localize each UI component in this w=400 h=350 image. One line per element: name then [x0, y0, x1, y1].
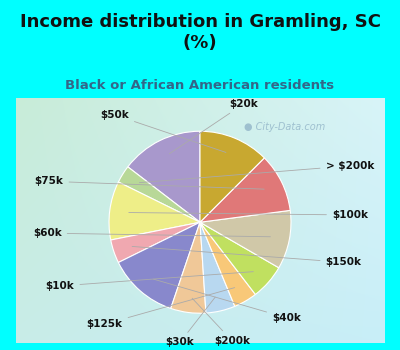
Text: Income distribution in Gramling, SC
(%): Income distribution in Gramling, SC (%) — [20, 13, 380, 52]
Text: $100k: $100k — [129, 210, 368, 220]
Text: $125k: $125k — [87, 288, 235, 329]
Text: $20k: $20k — [169, 99, 258, 154]
Wedge shape — [200, 222, 255, 306]
Wedge shape — [171, 222, 206, 313]
Text: > $200k: > $200k — [140, 161, 374, 183]
Wedge shape — [200, 222, 235, 313]
Text: $50k: $50k — [100, 110, 226, 152]
Text: $60k: $60k — [33, 228, 270, 238]
Text: $150k: $150k — [132, 246, 362, 267]
Wedge shape — [118, 167, 200, 222]
Text: Black or African American residents: Black or African American residents — [66, 79, 334, 92]
Wedge shape — [111, 222, 200, 262]
Wedge shape — [118, 222, 200, 308]
Text: $200k: $200k — [192, 298, 250, 345]
Wedge shape — [200, 210, 291, 268]
Wedge shape — [200, 131, 264, 222]
Wedge shape — [200, 158, 290, 222]
Text: $40k: $40k — [154, 279, 301, 323]
Text: $10k: $10k — [46, 272, 253, 291]
Wedge shape — [109, 182, 200, 240]
Wedge shape — [200, 222, 279, 294]
Text: $75k: $75k — [35, 176, 264, 189]
Text: $30k: $30k — [166, 297, 215, 347]
Wedge shape — [128, 131, 200, 222]
Text: ● City-Data.com: ● City-Data.com — [244, 122, 325, 132]
